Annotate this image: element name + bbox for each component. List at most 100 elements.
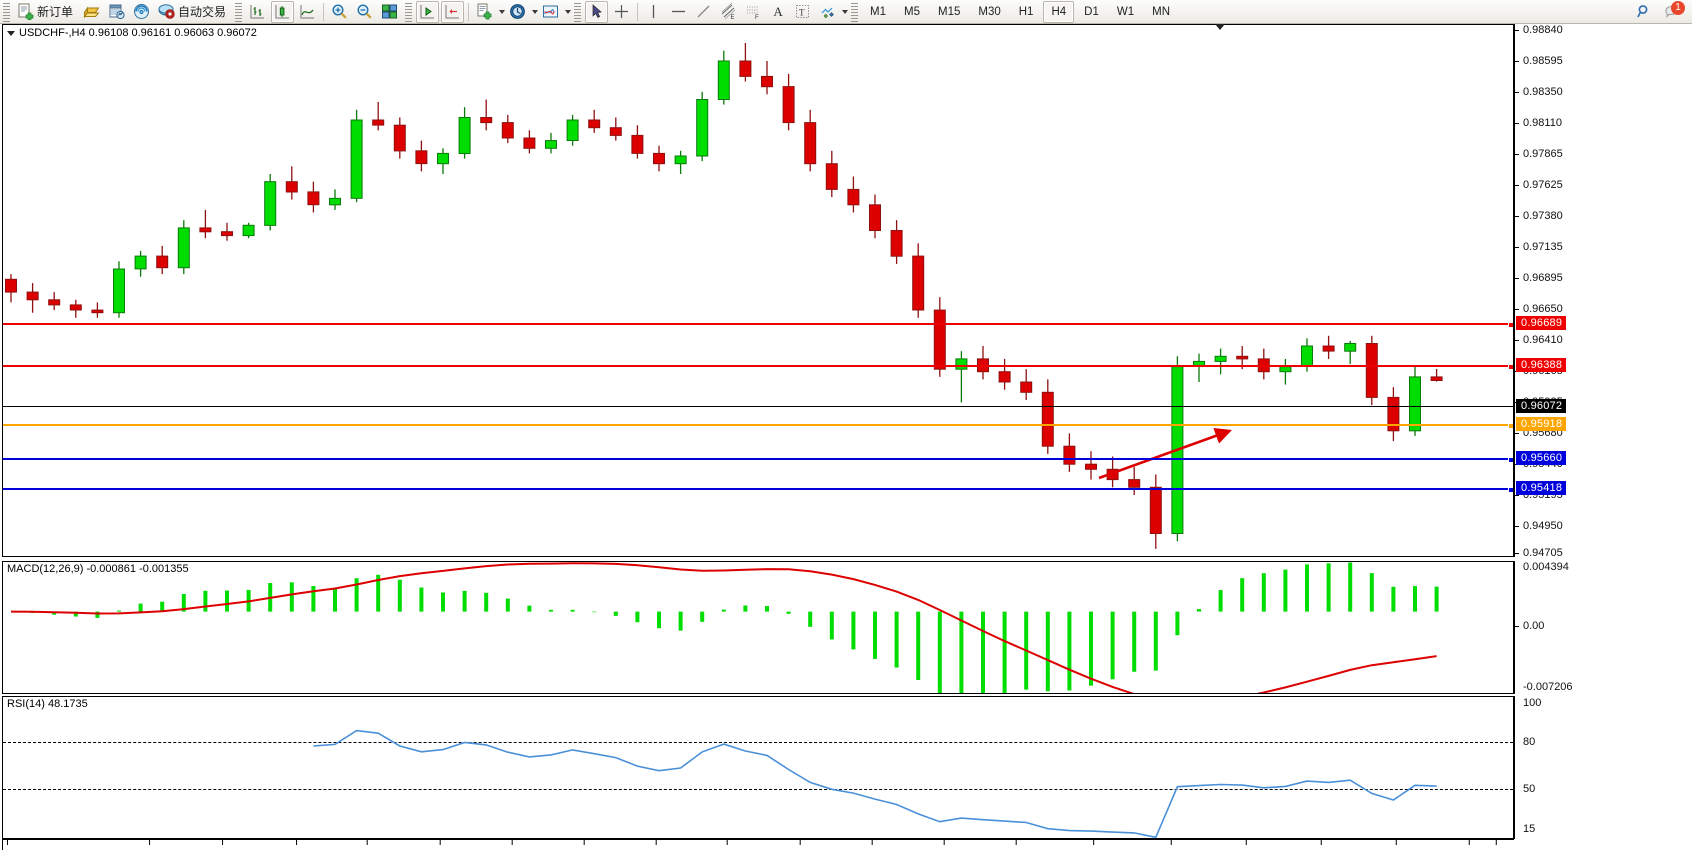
price-badge-resistance-2[interactable]: 0.96388 [1516, 358, 1567, 372]
level-line-0.96689[interactable] [3, 322, 1513, 328]
level-handle[interactable] [1508, 364, 1513, 370]
notification-button[interactable]: 1 [1661, 0, 1685, 23]
price-tick: 0.98110 [1515, 117, 1562, 129]
new-order-button[interactable]: 新订单 [14, 1, 78, 23]
level-line-0.95418[interactable] [3, 487, 1513, 493]
level-line-0.95660[interactable] [3, 457, 1513, 463]
text-icon: A [773, 3, 783, 19]
zoom-in-button[interactable] [328, 1, 351, 23]
toolbar-grip-2[interactable] [235, 1, 243, 22]
level-handle[interactable] [1508, 423, 1513, 429]
timeframe-h1[interactable]: H1 [1018, 5, 1034, 18]
price-tick: 0.96895 [1515, 272, 1563, 284]
macd-label: MACD(12,26,9) -0.000861 -0.001355 [7, 563, 191, 575]
auto-scroll-button[interactable] [416, 0, 440, 23]
time-tick: 14 Sep 12:00 [1365, 840, 1427, 850]
timeframe-h4[interactable]: H4 [1043, 0, 1075, 23]
toolbar-grip-5[interactable] [851, 1, 859, 22]
period-dropdown-caret[interactable] [532, 9, 539, 14]
chart-area: USDCHF-,H4 0.96108 0.96161 0.96063 0.960… [0, 24, 1692, 850]
text-label-button[interactable]: T [791, 1, 814, 23]
macd-tick: 0.00 [1515, 620, 1544, 632]
template-dropdown-caret[interactable] [499, 9, 506, 14]
navigator-icon [134, 4, 150, 19]
navigator-button[interactable] [130, 1, 153, 23]
new-template-button[interactable] [473, 1, 496, 23]
price-tick: 0.98595 [1515, 55, 1563, 67]
zoom-out-button[interactable] [353, 1, 376, 23]
market-watch-button[interactable] [105, 1, 128, 23]
svg-text:E: E [731, 15, 735, 20]
trendline-button[interactable] [692, 1, 715, 23]
chart-shift-button[interactable] [441, 0, 465, 23]
level-handle[interactable] [1508, 487, 1513, 493]
toolbar-grip-4[interactable] [574, 1, 582, 22]
indicators-button[interactable] [539, 1, 562, 23]
level-line-0.96388[interactable] [3, 364, 1513, 370]
search-button[interactable] [1633, 1, 1656, 23]
timeframe-d1[interactable]: D1 [1084, 5, 1099, 18]
symbol-ohlc-text: USDCHF-,H4 0.96108 0.96161 0.96063 0.960… [19, 27, 257, 39]
price-tick: 0.94950 [1515, 520, 1563, 532]
auto-trade-button[interactable]: 自动交易 [155, 1, 231, 23]
objects-list-button[interactable] [816, 1, 839, 23]
vertical-line-button[interactable] [642, 1, 665, 23]
fibonacci-retracement-button[interactable]: F [742, 1, 765, 23]
equidistant-channel-button[interactable]: E [717, 1, 740, 23]
price-tick: 0.97135 [1515, 241, 1563, 253]
indicators-dropdown-caret[interactable] [565, 9, 572, 14]
equidistant-channel-icon: E [721, 3, 736, 20]
toolbar-grip[interactable] [3, 1, 10, 22]
bar-chart-button[interactable] [246, 1, 269, 23]
time-tick: 1 Sep 20:00 [412, 840, 468, 850]
rsi-tick: 50 [1523, 783, 1536, 795]
fibonacci-retracement-icon: F [747, 6, 760, 20]
chevron-down-icon[interactable] [7, 30, 15, 36]
price-badge-resistance-1[interactable]: 0.96689 [1516, 316, 1567, 330]
text-button[interactable]: A [767, 1, 789, 23]
level-handle[interactable] [1508, 457, 1513, 463]
time-tick: 1 Sep 04:00 [339, 840, 395, 850]
time-tick: 15 Sep 04:00 [1438, 840, 1500, 850]
candlestick-chart-button[interactable] [271, 0, 295, 23]
time-axis[interactable]: 29 Aug 2022 30 Aug 04:00 30 Aug 20:00 31… [2, 839, 1527, 850]
rsi-tick: 80 [1523, 736, 1536, 748]
arrow-annotation[interactable] [3, 25, 1513, 556]
tile-windows-button[interactable] [378, 1, 401, 23]
symbol-info-label[interactable]: USDCHF-,H4 0.96108 0.96161 0.96063 0.960… [7, 27, 257, 39]
time-tick: 8 Sep 12:00 [916, 840, 972, 850]
folder-button[interactable] [80, 1, 103, 23]
cursor-button[interactable] [585, 0, 609, 23]
chart-scroll-marker[interactable] [1215, 24, 1225, 30]
objects-dropdown-caret[interactable] [842, 9, 849, 14]
macd-pane[interactable]: MACD(12,26,9) -0.000861 -0.001355 [2, 561, 1514, 694]
timeframe-m5[interactable]: M5 [904, 5, 920, 18]
level-handle[interactable] [1508, 322, 1513, 328]
horizontal-line-button[interactable] [667, 1, 690, 23]
timeframe-m1[interactable]: M1 [870, 5, 887, 18]
timeframe-mn[interactable]: MN [1152, 5, 1170, 18]
timeframe-m15[interactable]: M15 [938, 5, 961, 18]
time-tick: 13 Sep 20:00 [1290, 840, 1352, 850]
price-pane[interactable]: USDCHF-,H4 0.96108 0.96161 0.96063 0.960… [2, 24, 1514, 557]
macd-series [10, 562, 1439, 693]
timeframe-w1[interactable]: W1 [1116, 5, 1135, 18]
candlestick-chart-icon [275, 5, 290, 19]
zoom-in-icon [332, 4, 347, 19]
level-line-0.95918[interactable] [3, 423, 1513, 429]
auto-trade-label: 自动交易 [178, 5, 227, 19]
rsi-tick: 15 [1523, 823, 1536, 835]
timeframe-m30[interactable]: M30 [978, 5, 1001, 18]
horizontal-line-icon [672, 10, 686, 13]
line-chart-button[interactable] [296, 1, 319, 23]
crosshair-button[interactable] [610, 1, 633, 23]
period-button[interactable] [506, 1, 529, 23]
price-scale[interactable]: 0.98840 0.98595 0.98350 0.98110 0.97865 … [1514, 24, 1692, 559]
price-badge-support-1[interactable]: 0.95660 [1516, 451, 1567, 465]
time-tick: 2 Sep 12:00 [484, 840, 540, 850]
price-badge-pivot[interactable]: 0.95918 [1516, 417, 1567, 431]
toolbar-grip-3[interactable] [405, 1, 413, 22]
cursor-icon [592, 4, 602, 18]
price-badge-support-2[interactable]: 0.95418 [1516, 481, 1567, 495]
rsi-pane[interactable]: RSI(14) 48.1735 [2, 696, 1514, 839]
